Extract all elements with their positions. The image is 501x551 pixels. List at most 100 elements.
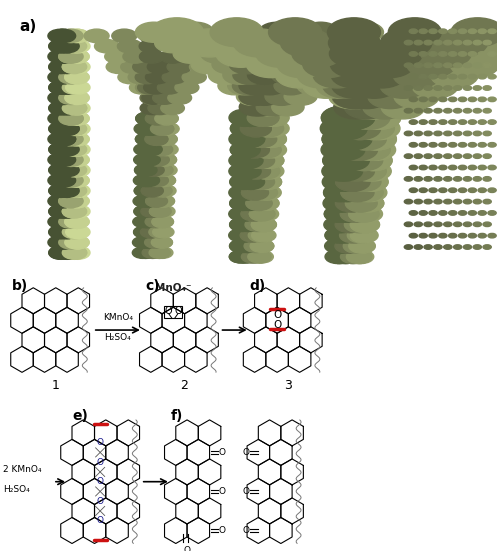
Circle shape (240, 88, 273, 105)
Circle shape (140, 226, 161, 238)
Circle shape (334, 84, 379, 109)
Circle shape (253, 44, 288, 63)
Circle shape (62, 101, 87, 115)
Circle shape (139, 50, 164, 63)
Circle shape (330, 228, 358, 243)
Circle shape (150, 164, 173, 176)
Circle shape (257, 142, 286, 158)
Circle shape (482, 199, 490, 204)
Circle shape (235, 240, 259, 252)
Circle shape (321, 106, 363, 129)
Circle shape (234, 131, 264, 147)
Circle shape (49, 246, 73, 260)
Circle shape (233, 29, 285, 57)
Circle shape (62, 205, 87, 218)
Circle shape (162, 71, 186, 84)
Circle shape (467, 234, 475, 238)
Text: H₂SO₄: H₂SO₄ (104, 333, 131, 342)
Circle shape (487, 52, 495, 56)
Circle shape (324, 228, 352, 243)
Circle shape (482, 109, 490, 113)
Circle shape (150, 164, 173, 176)
Text: O: O (218, 526, 225, 535)
Circle shape (252, 120, 283, 137)
Circle shape (137, 195, 158, 207)
Circle shape (148, 102, 171, 115)
Circle shape (62, 164, 87, 177)
Circle shape (256, 98, 288, 116)
Circle shape (235, 240, 259, 252)
Circle shape (487, 120, 495, 125)
Circle shape (48, 71, 72, 84)
Circle shape (65, 112, 89, 125)
Circle shape (330, 228, 358, 243)
Circle shape (388, 18, 440, 47)
Circle shape (137, 81, 161, 94)
Circle shape (66, 101, 90, 115)
Circle shape (257, 109, 289, 126)
Circle shape (346, 250, 371, 263)
Circle shape (150, 18, 203, 47)
Circle shape (345, 195, 376, 212)
Circle shape (229, 218, 254, 231)
Circle shape (340, 250, 365, 263)
Circle shape (403, 199, 412, 204)
Circle shape (472, 63, 480, 68)
Circle shape (457, 210, 466, 215)
Circle shape (139, 122, 162, 135)
Circle shape (132, 236, 153, 248)
Circle shape (245, 153, 274, 169)
Circle shape (428, 234, 436, 238)
Circle shape (333, 250, 358, 263)
Circle shape (321, 161, 357, 181)
Circle shape (51, 215, 76, 228)
Circle shape (233, 153, 263, 169)
Circle shape (51, 195, 76, 208)
Circle shape (321, 106, 363, 129)
Circle shape (59, 153, 83, 166)
Circle shape (144, 133, 167, 145)
Circle shape (457, 120, 466, 125)
Circle shape (326, 195, 358, 212)
Circle shape (66, 143, 90, 156)
Text: O: O (183, 546, 190, 551)
Circle shape (239, 142, 269, 158)
Circle shape (157, 81, 181, 94)
Circle shape (339, 117, 380, 139)
Circle shape (62, 60, 87, 73)
Circle shape (249, 207, 275, 221)
Circle shape (230, 120, 261, 137)
Circle shape (149, 206, 171, 217)
Circle shape (342, 95, 385, 119)
Circle shape (339, 139, 377, 160)
Circle shape (351, 139, 390, 160)
Circle shape (438, 210, 446, 215)
Circle shape (137, 154, 160, 166)
Text: O: O (218, 448, 225, 457)
Circle shape (154, 133, 177, 145)
Circle shape (457, 74, 466, 79)
Circle shape (66, 122, 90, 136)
Circle shape (403, 177, 412, 181)
Circle shape (55, 60, 79, 73)
Circle shape (62, 225, 87, 239)
Circle shape (48, 50, 72, 63)
Circle shape (255, 153, 283, 169)
Circle shape (346, 22, 383, 42)
Circle shape (477, 165, 485, 170)
Circle shape (133, 154, 156, 166)
Circle shape (55, 101, 79, 115)
Circle shape (433, 63, 441, 68)
Text: d): d) (249, 279, 266, 293)
Circle shape (433, 199, 441, 204)
Text: a): a) (20, 19, 37, 34)
Circle shape (55, 40, 79, 53)
Circle shape (230, 120, 261, 137)
Circle shape (135, 133, 158, 145)
Circle shape (145, 112, 168, 125)
Circle shape (229, 174, 257, 190)
Circle shape (153, 206, 175, 217)
Circle shape (59, 236, 83, 249)
Circle shape (65, 91, 89, 105)
Circle shape (245, 196, 272, 210)
